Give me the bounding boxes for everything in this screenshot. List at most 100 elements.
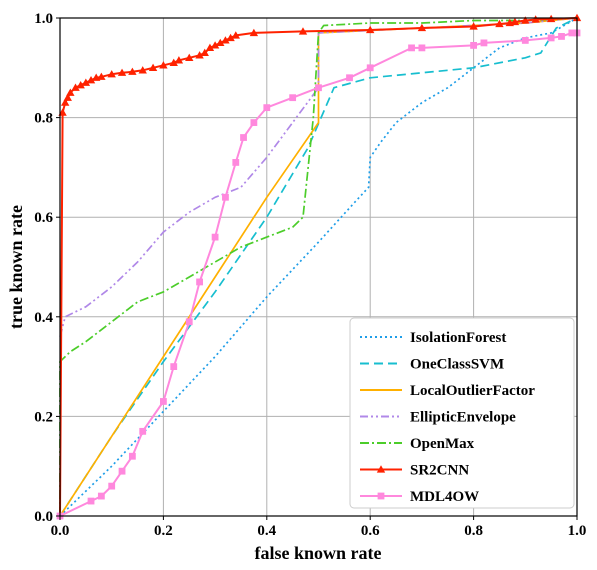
data-point-mdl4ow	[97, 492, 105, 500]
data-point-sr2cnn	[66, 88, 75, 96]
y-tick-label: 1.0	[34, 11, 53, 27]
legend-marker	[377, 492, 385, 500]
series-isolationforest	[59, 17, 578, 517]
series-line-ellipticenvelope	[59, 17, 578, 337]
data-point-sr2cnn	[366, 25, 375, 34]
legend-item-localoutlierfactor: LocalOutlierFactor	[360, 383, 535, 399]
data-point-mdl4ow	[185, 318, 193, 326]
data-point-mdl4ow	[480, 39, 488, 47]
data-point-sr2cnn	[231, 31, 240, 39]
legend-label: IsolationForest	[410, 330, 506, 346]
data-point-mdl4ow	[470, 41, 477, 49]
x-tick-label: 0.2	[154, 523, 173, 539]
data-point-sr2cnn	[159, 61, 168, 69]
x-tick-label: 0.8	[464, 523, 483, 539]
legend-label: OneClassSVM	[410, 357, 504, 373]
series-line-oneclasssvm	[59, 17, 578, 517]
data-point-sr2cnn	[510, 17, 520, 26]
data-point-mdl4ow	[558, 33, 565, 40]
data-point-mdl4ow	[547, 34, 555, 42]
x-axis-label: false known rate	[255, 543, 382, 563]
data-point-sr2cnn	[226, 33, 235, 42]
data-point-sr2cnn	[81, 78, 91, 86]
data-point-mdl4ow	[87, 497, 95, 505]
legend-label: SR2CNN	[410, 463, 469, 479]
data-point-sr2cnn	[86, 76, 96, 84]
series-mdl4ow	[56, 29, 581, 520]
data-point-sr2cnn	[117, 68, 127, 76]
data-point-sr2cnn	[531, 15, 540, 23]
legend-label: EllipticEnvelope	[410, 410, 516, 426]
data-point-sr2cnn	[107, 70, 116, 78]
data-point-mdl4ow	[222, 193, 229, 201]
data-point-sr2cnn	[128, 67, 137, 75]
data-point-sr2cnn	[417, 23, 427, 32]
legend-item-oneclasssvm: OneClassSVM	[360, 357, 504, 373]
legend-item-isolationforest: IsolationForest	[360, 330, 506, 346]
legend-marker	[376, 465, 386, 473]
data-point-mdl4ow	[346, 74, 353, 82]
data-point-sr2cnn	[205, 43, 215, 52]
data-point-sr2cnn	[495, 19, 504, 28]
y-tick-label: 0.8	[34, 111, 53, 127]
legend-label: LocalOutlierFactor	[410, 383, 535, 399]
data-point-sr2cnn	[148, 63, 158, 71]
series-ellipticenvelope	[59, 17, 578, 337]
data-point-mdl4ow	[128, 452, 136, 460]
data-point-mdl4ow	[366, 64, 374, 72]
data-point-sr2cnn	[469, 22, 478, 30]
data-point-sr2cnn	[298, 27, 308, 35]
y-tick-label: 0.6	[34, 210, 53, 226]
data-point-sr2cnn	[169, 58, 178, 66]
legend-label: MDL4OW	[410, 489, 479, 505]
legend-item-sr2cnn: SR2CNN	[360, 463, 469, 479]
data-point-mdl4ow	[521, 37, 529, 44]
data-point-mdl4ow	[418, 44, 426, 52]
data-point-mdl4ow	[315, 84, 322, 92]
legend-item-mdl4ow: MDL4OW	[360, 489, 479, 505]
data-point-mdl4ow	[170, 363, 178, 370]
data-point-mdl4ow	[232, 159, 240, 166]
y-axis-label: true known rate	[6, 205, 26, 329]
data-point-mdl4ow	[108, 482, 116, 490]
data-point-sr2cnn	[60, 98, 70, 106]
x-axis-ticks: 0.0 0.2 0.4 0.6 0.8 1.0	[51, 516, 587, 539]
data-point-mdl4ow	[196, 278, 203, 286]
data-point-sr2cnn	[185, 53, 194, 61]
data-point-sr2cnn	[71, 83, 80, 91]
data-point-sr2cnn	[195, 51, 204, 59]
data-point-sr2cnn	[97, 72, 106, 80]
data-point-mdl4ow	[240, 134, 247, 141]
data-point-sr2cnn	[221, 36, 230, 44]
data-point-mdl4ow	[408, 44, 415, 52]
legend-item-openmax: OpenMax	[360, 436, 475, 452]
data-point-mdl4ow	[250, 119, 258, 126]
series-openmax	[59, 17, 578, 516]
data-point-sr2cnn	[138, 66, 147, 74]
x-tick-label: 0.6	[361, 523, 380, 539]
data-point-mdl4ow	[263, 104, 271, 112]
data-point-mdl4ow	[289, 94, 297, 102]
series-line-isolationforest	[59, 17, 578, 517]
x-tick-label: 0.4	[257, 523, 276, 539]
data-point-sr2cnn	[249, 28, 259, 37]
data-point-mdl4ow	[211, 233, 219, 241]
data-point-sr2cnn	[200, 48, 209, 57]
data-point-mdl4ow	[160, 398, 167, 405]
data-point-sr2cnn	[76, 81, 85, 89]
series-line-openmax	[59, 17, 578, 516]
data-point-mdl4ow	[568, 29, 576, 37]
data-point-sr2cnn	[521, 16, 530, 24]
series-oneclasssvm	[59, 17, 578, 517]
y-axis-ticks: 0.0 0.2 0.4 0.6 0.8 1.0	[34, 11, 60, 525]
legend-item-ellipticenvelope: EllipticEnvelope	[360, 410, 516, 426]
series-layer	[56, 13, 582, 520]
legend-label: OpenMax	[410, 436, 475, 452]
legend: IsolationForest OneClassSVM LocalOutlierFa…	[349, 317, 575, 509]
x-tick-label: 1.0	[568, 523, 587, 539]
plot-frame	[59, 17, 578, 517]
data-point-mdl4ow	[139, 427, 147, 435]
x-tick-label: 0.0	[51, 523, 70, 539]
series-sr2cnn	[58, 13, 582, 517]
